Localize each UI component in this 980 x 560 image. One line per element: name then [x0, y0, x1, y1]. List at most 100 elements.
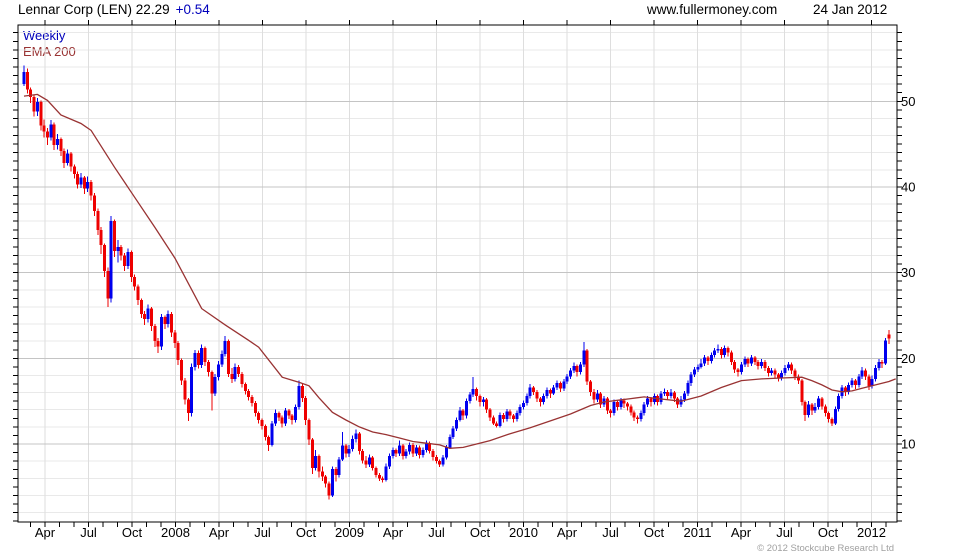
- candle-up: [220, 354, 224, 365]
- candle-down: [344, 445, 348, 454]
- candle-up: [79, 177, 83, 185]
- candle-down: [880, 361, 884, 364]
- candle-up: [424, 443, 428, 451]
- candle-up: [619, 400, 623, 408]
- candle-up: [696, 366, 700, 370]
- candle-down: [260, 420, 264, 427]
- candle-down: [76, 174, 80, 185]
- candle-up: [414, 447, 418, 454]
- candle-up: [384, 466, 388, 481]
- candle-down: [250, 396, 254, 403]
- candle-down: [394, 450, 398, 454]
- candle-up: [458, 410, 462, 421]
- candle-down: [149, 308, 153, 326]
- price-axis-label: 40: [901, 179, 915, 194]
- candle-down: [72, 166, 76, 175]
- candle-up: [330, 468, 334, 496]
- candle-up: [86, 181, 90, 189]
- candle-up: [612, 402, 616, 414]
- candle-down: [143, 313, 147, 319]
- candle-down: [210, 372, 214, 394]
- candle-up: [703, 357, 707, 364]
- candle-down: [280, 417, 284, 424]
- candle-up: [874, 367, 878, 379]
- candle-down: [129, 252, 133, 277]
- candle-down: [153, 325, 157, 342]
- candle-down: [304, 397, 308, 421]
- candle-up: [481, 399, 485, 403]
- candle-down: [823, 406, 827, 414]
- candle-up: [565, 376, 569, 382]
- candle-up: [555, 383, 559, 388]
- time-axis-label: Oct: [644, 525, 665, 540]
- candle-up: [833, 408, 837, 424]
- candle-up: [216, 364, 220, 378]
- candle-down: [820, 398, 824, 407]
- price-change-label: +0.54: [175, 2, 210, 17]
- time-axis-label: Apr: [35, 525, 56, 540]
- candle-up: [22, 72, 26, 85]
- candle-up: [190, 366, 194, 414]
- candle-down: [501, 414, 505, 420]
- candle-down: [99, 229, 103, 246]
- candle-up: [723, 348, 727, 355]
- candle-down: [511, 415, 515, 420]
- candle-down: [548, 390, 552, 394]
- candle-down: [253, 402, 257, 414]
- candle-up: [806, 404, 810, 415]
- candle-down: [830, 419, 834, 424]
- candle-up: [498, 414, 502, 427]
- candle-up: [56, 138, 60, 145]
- candle-up: [294, 407, 298, 421]
- candle-down: [243, 384, 247, 391]
- candle-down: [52, 124, 56, 145]
- time-axis-label: Jul: [428, 525, 445, 540]
- candle-up: [760, 361, 764, 367]
- candle-up: [817, 398, 821, 408]
- candle-down: [89, 181, 93, 196]
- candle-up: [200, 348, 204, 366]
- candle-down: [589, 381, 593, 392]
- candle-up: [689, 374, 693, 384]
- candle-up: [284, 410, 288, 424]
- time-axis-label: Jul: [254, 525, 271, 540]
- time-axis-label: Apr: [383, 525, 404, 540]
- price-axis-label: 10: [901, 437, 915, 452]
- candle-up: [542, 396, 546, 403]
- candle-up: [408, 444, 412, 452]
- candle-down: [42, 125, 46, 132]
- candle-down: [102, 245, 106, 271]
- price-axis-label: 30: [901, 265, 915, 280]
- candle-down: [609, 410, 613, 414]
- candle-down: [227, 341, 231, 374]
- candle-up: [646, 398, 650, 405]
- candle-up: [297, 385, 301, 408]
- candle-up: [270, 423, 274, 445]
- candle-up: [518, 407, 522, 414]
- candle-down: [622, 400, 626, 404]
- candle-down: [327, 483, 331, 496]
- candle-down: [277, 413, 281, 418]
- candle-up: [713, 350, 717, 355]
- candle-down: [485, 399, 489, 410]
- candle-down: [183, 380, 187, 400]
- candle-down: [401, 445, 405, 457]
- candle-down: [538, 398, 542, 403]
- candle-up: [351, 438, 355, 450]
- candle-down: [139, 300, 143, 314]
- candle-down: [827, 413, 831, 420]
- candle-up: [505, 411, 509, 420]
- candle-up: [639, 413, 643, 420]
- candle-down: [636, 417, 640, 420]
- candle-up: [146, 308, 150, 319]
- candle-down: [488, 409, 492, 418]
- time-axis-label: Oct: [122, 525, 143, 540]
- candle-down: [287, 410, 291, 416]
- candle-down: [334, 468, 338, 475]
- candle-down: [96, 210, 100, 230]
- candle-down: [535, 391, 539, 399]
- candle-up: [468, 394, 472, 402]
- candle-down: [438, 461, 442, 465]
- candle-up: [391, 450, 395, 457]
